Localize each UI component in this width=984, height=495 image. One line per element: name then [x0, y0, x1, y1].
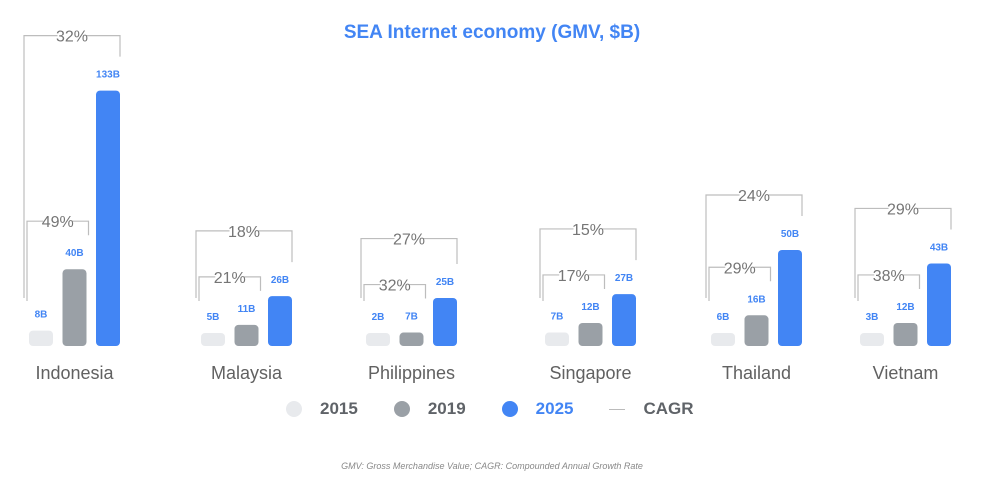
category-label: Singapore	[549, 363, 631, 383]
data-label: 12B	[581, 302, 599, 313]
legend-dot-2015	[286, 401, 302, 417]
legend-item-2015: 2015	[286, 399, 358, 419]
cagr-outer-label: 32%	[56, 29, 88, 46]
data-label: 5B	[207, 312, 220, 323]
bar-malaysia-2019	[234, 324, 259, 346]
data-label: 50B	[781, 229, 799, 240]
data-label: 6B	[717, 312, 730, 323]
cagr-inner-label: 49%	[42, 214, 74, 231]
bar-singapore-2019	[578, 322, 603, 346]
legend-label: CAGR	[643, 399, 694, 418]
bar-thailand-2015	[711, 333, 735, 346]
category-label: Philippines	[368, 363, 455, 383]
category-label: Indonesia	[35, 363, 114, 383]
cagr-inner-label: 32%	[379, 278, 411, 295]
data-label: 133B	[96, 70, 120, 81]
data-label: 7B	[405, 312, 418, 323]
data-label: 16B	[747, 294, 765, 305]
cagr-outer-bracket	[705, 194, 803, 298]
data-label: 7B	[551, 312, 564, 323]
data-label: 25B	[436, 277, 454, 288]
bar-thailand-2025	[778, 250, 802, 346]
cagr-outer-label: 29%	[887, 201, 919, 218]
bar-vietnam-2025	[927, 263, 951, 346]
cagr-inner-bracket	[542, 274, 606, 301]
cagr-inner-label: 17%	[558, 268, 590, 285]
data-label: 12B	[896, 302, 914, 313]
bar-malaysia-2015	[201, 333, 225, 346]
cagr-outer-label: 24%	[738, 188, 770, 205]
data-label: 27B	[615, 273, 633, 284]
cagr-inner-bracket	[26, 220, 90, 301]
legend-line-cagr	[609, 408, 626, 410]
chart-title: SEA Internet economy (GMV, $B)	[343, 22, 641, 43]
data-label: 11B	[238, 304, 256, 315]
cagr-outer-bracket	[539, 228, 637, 298]
category-label: Vietnam	[873, 363, 939, 383]
cagr-outer-label: 18%	[228, 224, 260, 241]
legend-label: 2019	[427, 399, 466, 418]
cagr-outer-bracket	[195, 230, 293, 298]
cagr-outer-label: 15%	[572, 222, 604, 239]
legend-item-2025: 2025	[501, 399, 574, 419]
category-label: Thailand	[722, 363, 791, 383]
cagr-inner-bracket	[363, 283, 427, 301]
category-label: Malaysia	[211, 363, 283, 383]
footnote: GMV: Gross Merchandise Value; CAGR: Comp…	[341, 461, 643, 471]
bar-indonesia-2015	[29, 330, 53, 346]
bar-singapore-2025	[612, 294, 636, 346]
legend-dot-2019	[393, 401, 410, 417]
cagr-outer-bracket	[360, 237, 458, 298]
bar-thailand-2019	[744, 315, 769, 346]
legend-dot-2025	[501, 401, 518, 417]
legend-item-cagr: CAGR	[609, 399, 694, 419]
cagr-inner-bracket	[857, 274, 921, 301]
legend-label: 2015	[320, 399, 358, 418]
bar-philippines-2025	[433, 298, 457, 346]
cagr-inner-bracket	[708, 266, 772, 301]
bar-philippines-2019	[399, 332, 424, 346]
cagr-inner-label: 38%	[873, 268, 905, 285]
data-label: 3B	[866, 312, 879, 323]
data-label: 26B	[271, 275, 289, 286]
data-label: 40B	[65, 248, 83, 259]
legend: 2015 2019 2025 CAGR	[286, 399, 730, 419]
bar-vietnam-2019	[893, 322, 918, 346]
bar-singapore-2015	[545, 332, 569, 346]
cagr-outer-bracket	[23, 35, 121, 298]
bar-vietnam-2015	[860, 333, 884, 346]
data-label: 8B	[35, 310, 48, 321]
bar-malaysia-2025	[268, 296, 292, 346]
bar-philippines-2015	[366, 333, 390, 346]
cagr-outer-bracket	[854, 207, 952, 298]
legend-item-2019: 2019	[393, 399, 466, 419]
cagr-inner-label: 29%	[724, 260, 756, 277]
bar-indonesia-2019	[62, 269, 87, 346]
cagr-inner-bracket	[198, 276, 262, 301]
legend-label: 2025	[535, 399, 574, 418]
cagr-inner-label: 21%	[214, 270, 246, 287]
cagr-outer-label: 27%	[393, 232, 425, 249]
data-label: 2B	[372, 312, 385, 323]
bar-indonesia-2025	[96, 90, 120, 346]
data-label: 43B	[930, 242, 948, 253]
